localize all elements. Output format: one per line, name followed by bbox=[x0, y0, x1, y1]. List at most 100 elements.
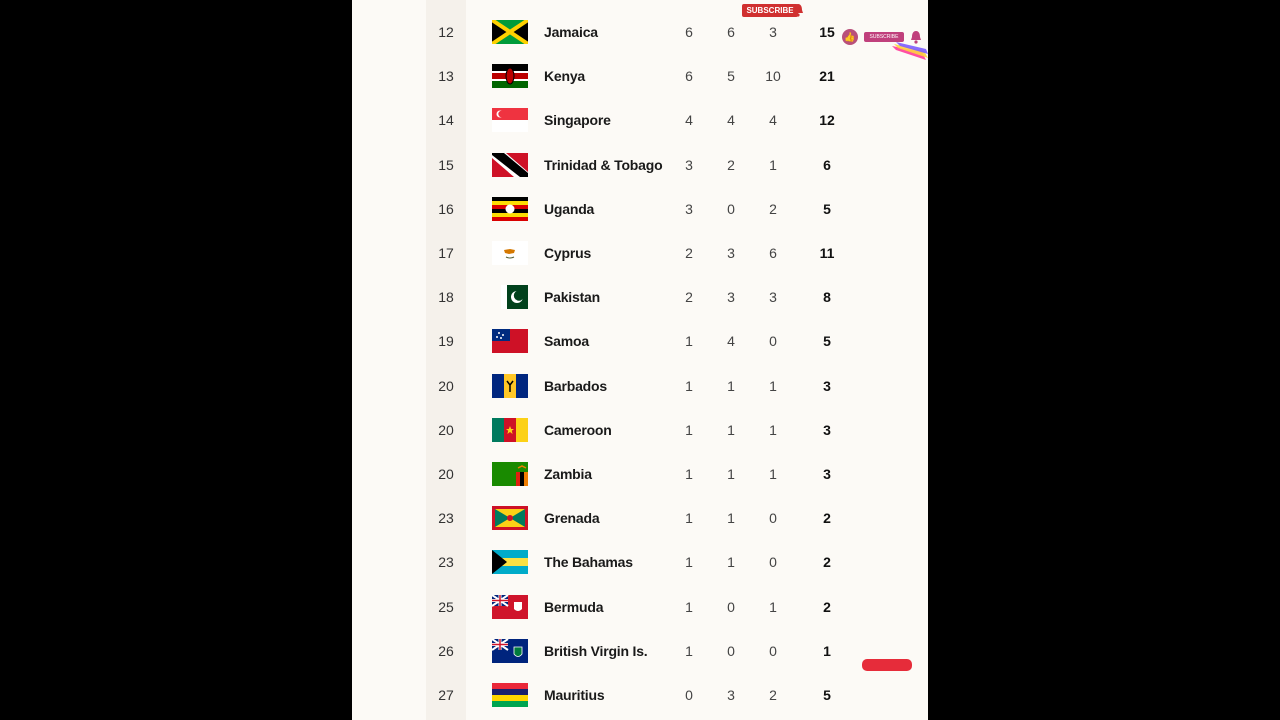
gold-count: 6 bbox=[685, 24, 693, 40]
rank-cell: 20 bbox=[438, 377, 454, 394]
country-name: Kenya bbox=[544, 68, 586, 85]
table-row: 12 Jamaica 6 6 3 15 bbox=[352, 10, 928, 54]
gold-count: 3 bbox=[685, 156, 693, 173]
barbados-flag-icon bbox=[492, 373, 528, 398]
silver-count: 1 bbox=[727, 421, 735, 438]
rank-cell: 25 bbox=[438, 598, 454, 615]
table-row: 18 Pakistan 2 3 3 8 bbox=[352, 275, 928, 319]
rank-cell: 27 bbox=[438, 687, 454, 703]
total-count: 15 bbox=[819, 24, 835, 40]
country-name: Mauritius bbox=[544, 687, 605, 703]
bronze-count: 1 bbox=[769, 421, 777, 438]
table-row: 26 British Virgin Is. 1 0 0 1 bbox=[352, 629, 928, 673]
bronze-count: 3 bbox=[769, 24, 777, 40]
rank-cell: 19 bbox=[438, 333, 454, 350]
british-virgin-islands-flag-icon bbox=[492, 638, 528, 663]
silver-count: 3 bbox=[727, 687, 735, 703]
bronze-count: 10 bbox=[765, 68, 781, 85]
total-count: 2 bbox=[823, 554, 831, 571]
bronze-count: 0 bbox=[769, 642, 777, 659]
gold-count: 1 bbox=[685, 421, 693, 438]
gold-count: 1 bbox=[685, 642, 693, 659]
country-name: Barbados bbox=[544, 377, 607, 394]
country-name: Cameroon bbox=[544, 421, 612, 438]
rank-cell: 12 bbox=[438, 24, 454, 40]
rank-column-background bbox=[426, 0, 466, 720]
gold-count: 1 bbox=[685, 466, 693, 482]
table-row: 17 Cyprus 2 3 6 11 bbox=[352, 231, 928, 275]
trinidad-tobago-flag-icon bbox=[492, 152, 528, 177]
table-row: 15 Trinidad & Tobago 3 2 1 6 bbox=[352, 143, 928, 187]
rank-cell: 15 bbox=[438, 156, 454, 173]
rank-cell: 20 bbox=[438, 466, 454, 482]
total-count: 1 bbox=[823, 642, 831, 659]
silver-count: 6 bbox=[727, 24, 735, 40]
table-row: 16 Uganda 3 0 2 5 bbox=[352, 187, 928, 231]
bell-small-icon[interactable] bbox=[910, 30, 922, 44]
cyprus-flag-icon bbox=[492, 241, 528, 265]
table-row: 20 Zambia 1 1 1 3 bbox=[352, 452, 928, 496]
rank-cell: 17 bbox=[438, 245, 454, 261]
table-row: 13 Kenya 6 5 10 21 bbox=[352, 54, 928, 98]
table-row: 20 Cameroon 1 1 1 3 bbox=[352, 408, 928, 452]
bronze-count: 2 bbox=[769, 687, 777, 703]
kenya-flag-icon bbox=[492, 64, 528, 89]
silver-count: 4 bbox=[727, 333, 735, 350]
total-count: 3 bbox=[823, 421, 831, 438]
gold-count: 1 bbox=[685, 598, 693, 615]
country-name: Pakistan bbox=[544, 289, 600, 306]
gold-count: 1 bbox=[685, 333, 693, 350]
thumbs-up-icon[interactable]: 👍 bbox=[842, 29, 858, 45]
total-count: 12 bbox=[819, 112, 835, 129]
bermuda-flag-icon bbox=[492, 594, 528, 619]
subscribe-small-button[interactable]: SUBSCRIBE bbox=[864, 32, 904, 42]
subscribe-button[interactable]: SUBSCRIBE bbox=[742, 4, 798, 17]
bronze-count: 1 bbox=[769, 598, 777, 615]
samoa-flag-icon bbox=[492, 329, 528, 354]
table-row: 23 The Bahamas 1 1 0 2 bbox=[352, 540, 928, 584]
rank-cell: 16 bbox=[438, 200, 454, 217]
gold-count: 0 bbox=[685, 687, 693, 703]
table-row: 25 Bermuda 1 0 1 2 bbox=[352, 585, 928, 629]
country-name: Grenada bbox=[544, 510, 600, 527]
country-name: Bermuda bbox=[544, 598, 604, 615]
bronze-count: 4 bbox=[769, 112, 777, 129]
progress-marker bbox=[862, 659, 912, 671]
total-count: 2 bbox=[823, 510, 831, 527]
silver-count: 5 bbox=[727, 68, 735, 85]
silver-count: 0 bbox=[727, 642, 735, 659]
bronze-count: 0 bbox=[769, 554, 777, 571]
country-name: Zambia bbox=[544, 466, 592, 482]
total-count: 8 bbox=[823, 289, 831, 306]
total-count: 21 bbox=[819, 68, 835, 85]
bell-icon[interactable] bbox=[792, 3, 804, 17]
country-name: Uganda bbox=[544, 200, 595, 217]
table-row: 20 Barbados 1 1 1 3 bbox=[352, 364, 928, 408]
silver-count: 4 bbox=[727, 112, 735, 129]
silver-count: 1 bbox=[727, 554, 735, 571]
rank-cell: 13 bbox=[438, 68, 454, 85]
country-name: The Bahamas bbox=[544, 554, 633, 571]
rank-cell: 23 bbox=[438, 510, 454, 527]
gold-count: 2 bbox=[685, 289, 693, 306]
silver-count: 3 bbox=[727, 289, 735, 306]
rank-cell: 20 bbox=[438, 421, 454, 438]
country-name: Jamaica bbox=[544, 24, 598, 40]
total-count: 5 bbox=[823, 687, 831, 703]
country-name: British Virgin Is. bbox=[544, 642, 648, 659]
country-name: Cyprus bbox=[544, 245, 592, 261]
silver-count: 2 bbox=[727, 156, 735, 173]
silver-count: 3 bbox=[727, 245, 735, 261]
zambia-flag-icon bbox=[492, 462, 528, 486]
bronze-count: 1 bbox=[769, 377, 777, 394]
bronze-count: 6 bbox=[769, 245, 777, 261]
gold-count: 2 bbox=[685, 245, 693, 261]
uganda-flag-icon bbox=[492, 196, 528, 221]
total-count: 5 bbox=[823, 333, 831, 350]
rank-cell: 14 bbox=[438, 112, 454, 129]
rank-cell: 23 bbox=[438, 554, 454, 571]
total-count: 11 bbox=[819, 245, 835, 261]
country-name: Samoa bbox=[544, 333, 589, 350]
total-count: 5 bbox=[823, 200, 831, 217]
gold-count: 1 bbox=[685, 377, 693, 394]
